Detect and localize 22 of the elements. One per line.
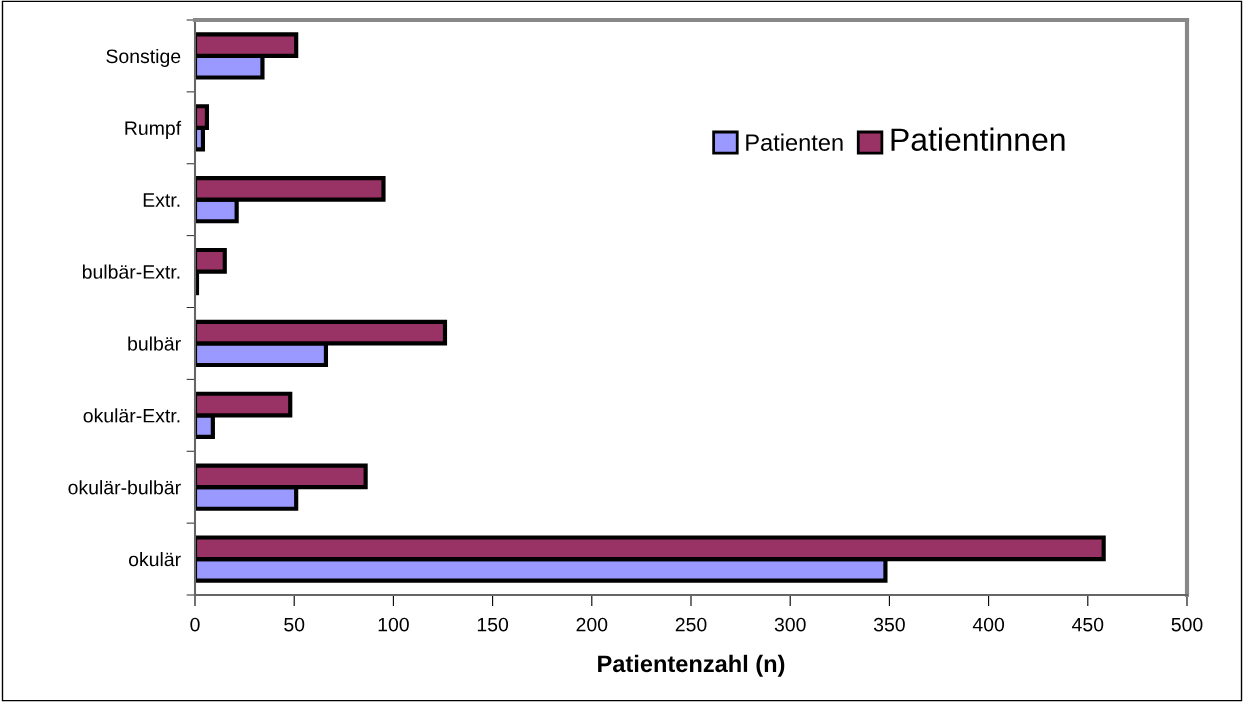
- y-tick-label: bulbär-Extr.: [82, 264, 180, 279]
- y-tick-label: Rumpf: [125, 120, 182, 139]
- x-tick-label: 400: [972, 617, 1005, 632]
- x-tick-label: 100: [378, 617, 409, 632]
- x-axis-title: Patientenzahl (n): [598, 654, 785, 677]
- x-tick-label: 500: [1171, 617, 1203, 632]
- y-tick-label: Extr.: [143, 193, 180, 207]
- x-tick-label: 150: [477, 617, 509, 632]
- x-tick-label: 0: [190, 617, 200, 632]
- x-tick-label: 50: [284, 617, 305, 632]
- x-tick-label: 200: [576, 617, 608, 632]
- x-tick-label: 250: [675, 617, 707, 632]
- x-tick-label: 450: [1072, 617, 1104, 632]
- y-tick-label: okulär-Extr.: [83, 408, 180, 423]
- x-tick-label: 350: [873, 617, 905, 632]
- x-tick-label: 300: [774, 617, 806, 632]
- y-tick-label: bulbär: [128, 336, 181, 351]
- legend-label: Patienten: [746, 133, 843, 151]
- y-tick-label: Sonstige: [106, 48, 181, 68]
- legend-label: Patientinnen: [891, 127, 1065, 151]
- y-tick-label: okulär: [128, 552, 181, 567]
- y-tick-label: okulär-bulbär: [68, 480, 181, 495]
